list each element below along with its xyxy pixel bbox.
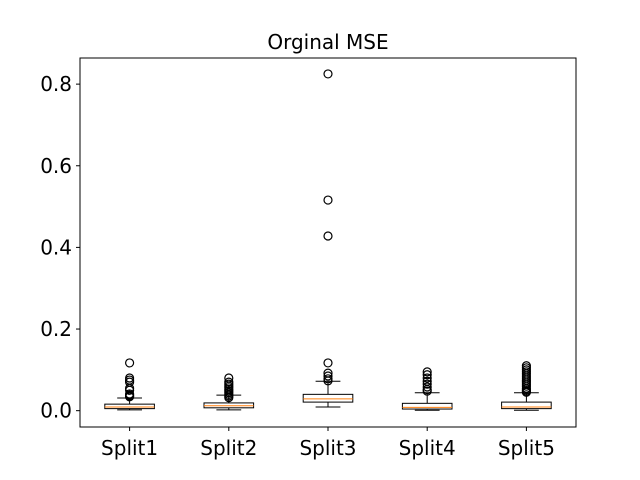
box-iqr: [401, 402, 453, 410]
y-tick-label: 0.4: [40, 235, 72, 259]
outlier-point: [422, 370, 432, 380]
box-3: [302, 69, 354, 408]
outlier-point: [323, 358, 333, 368]
outlier-point: [422, 373, 432, 383]
box-series: [104, 69, 552, 411]
box-2: [203, 373, 255, 411]
x-tick-label: Split4: [399, 436, 456, 460]
outlier-point: [422, 367, 432, 377]
outlier-point: [125, 373, 135, 383]
outlier-point: [323, 69, 333, 79]
outlier-point: [323, 231, 333, 241]
box-iqr: [501, 401, 552, 410]
outlier-point: [422, 379, 432, 389]
box-5: [501, 361, 552, 411]
chart-title: Orginal MSE: [267, 30, 388, 54]
box-4: [401, 367, 453, 411]
outlier-point: [125, 389, 135, 399]
y-tick-label: 0.0: [40, 399, 72, 423]
outlier-point: [422, 382, 432, 392]
outlier-point: [422, 376, 432, 386]
box-1: [104, 358, 155, 411]
outlier-point: [323, 371, 333, 381]
x-tick-label: Split1: [101, 436, 158, 460]
y-axis: 0.0 0.2 0.4 0.6 0.8: [40, 72, 80, 423]
outlier-point: [521, 361, 532, 371]
outlier-point: [323, 368, 333, 378]
y-tick-label: 0.6: [40, 154, 72, 178]
y-tick-label: 0.2: [40, 317, 72, 341]
x-tick-label: Split3: [299, 436, 356, 460]
outlier-point: [224, 377, 234, 387]
x-axis: Split1 Split2 Split3 Split4 Split5: [101, 427, 555, 460]
outlier-point: [125, 358, 135, 368]
y-tick-label: 0.8: [40, 72, 72, 96]
outlier-point: [323, 195, 333, 205]
box-iqr: [302, 393, 354, 403]
outlier-point: [224, 373, 234, 383]
box-iqr: [104, 403, 155, 410]
outlier-point: [323, 374, 333, 384]
x-tick-label: Split2: [200, 436, 257, 460]
x-tick-label: Split5: [498, 436, 555, 460]
